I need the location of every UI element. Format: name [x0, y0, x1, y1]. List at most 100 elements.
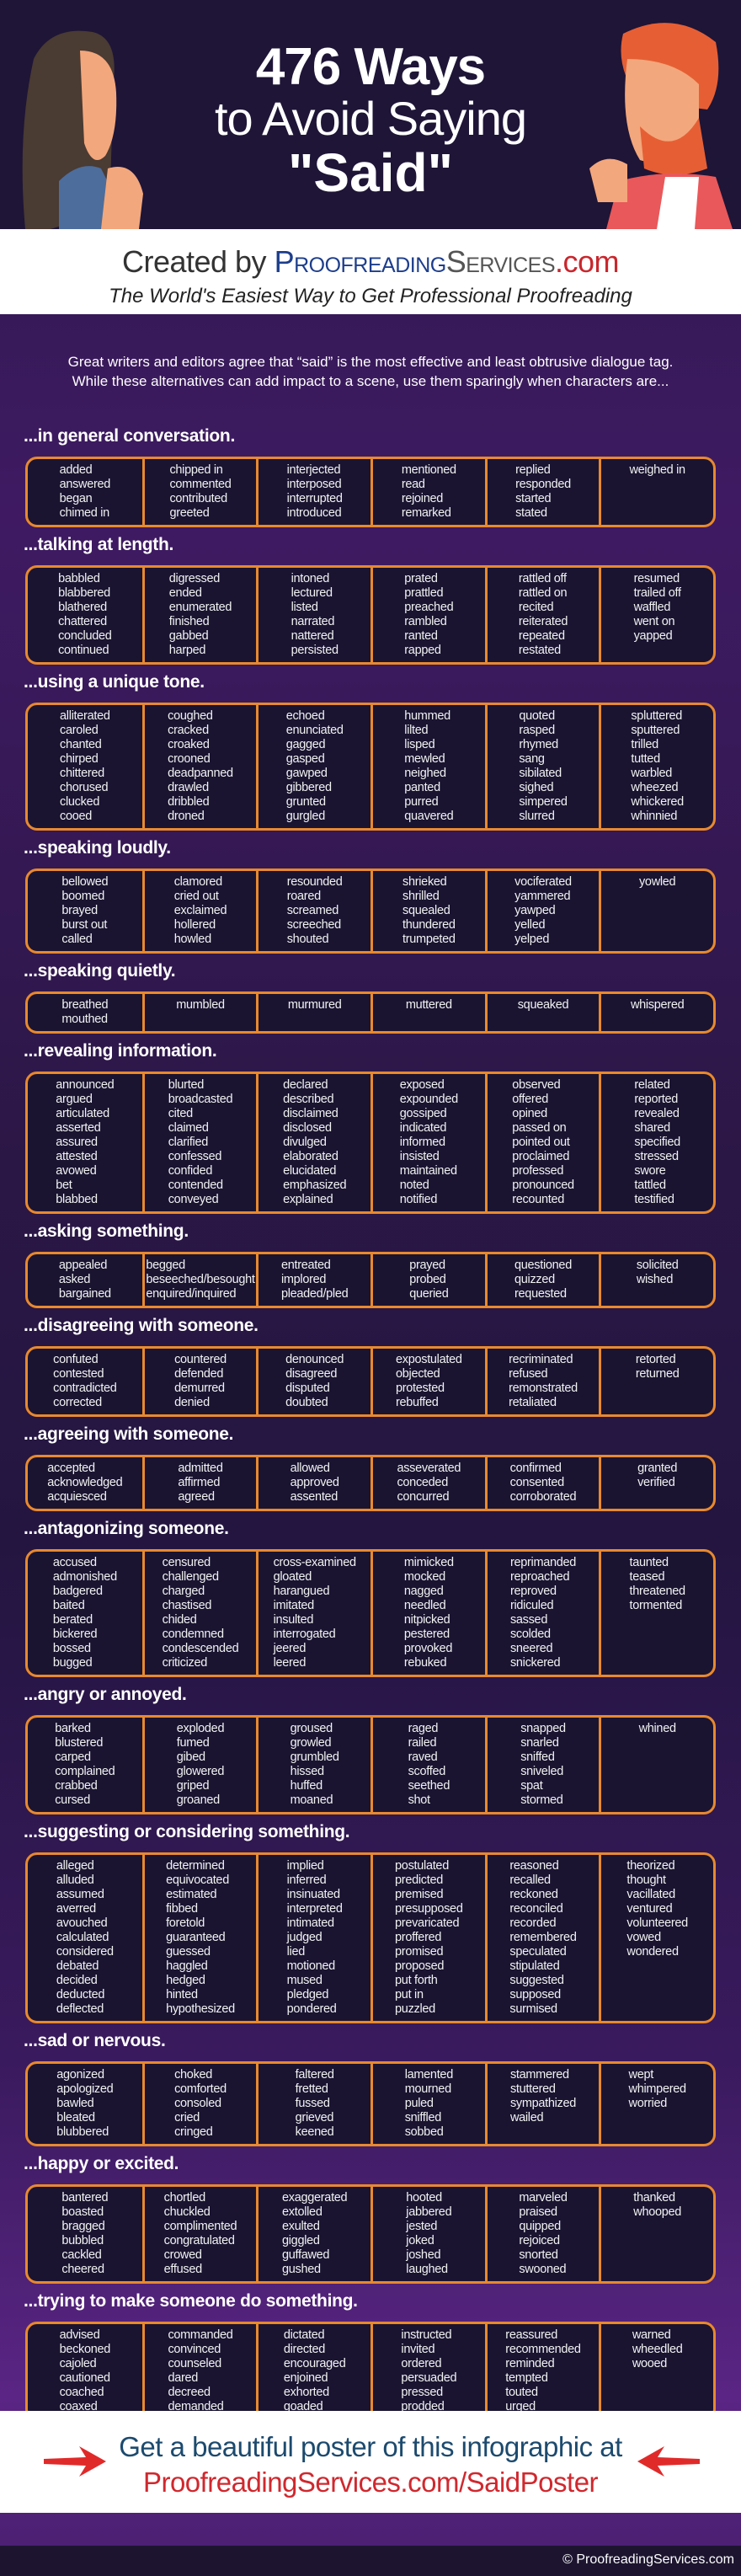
- tagline: The World's Easiest Way to Get Professio…: [109, 285, 632, 307]
- word-item: screeched: [286, 918, 342, 932]
- word-item: screamed: [286, 904, 339, 917]
- word-item: expostulated: [396, 1353, 462, 1366]
- word-item: haggled: [166, 1959, 208, 1973]
- word-item: enunciated: [285, 724, 344, 737]
- word-item: intoned: [291, 572, 330, 585]
- word-item: echoed: [285, 709, 325, 723]
- word-item: deflected: [56, 2002, 104, 2016]
- word-item: whooped: [633, 2205, 682, 2219]
- word-item: gossiped: [399, 1107, 447, 1120]
- word-list: prayed probed queried: [409, 1259, 449, 1301]
- word-column: interjected interposed interrupted introduc…: [256, 459, 370, 525]
- word-item: burst out: [61, 918, 108, 932]
- word-list: observed offered opined passed on pointed ou…: [512, 1078, 574, 1207]
- word-item: recommended: [505, 2343, 581, 2356]
- word-column: accepted acknowledged acquiesced: [28, 1457, 142, 1509]
- word-item: keened: [295, 2125, 334, 2139]
- word-item: begged: [146, 1259, 185, 1272]
- word-list: muttered: [406, 998, 452, 1027]
- word-item: ventured: [626, 1902, 673, 1916]
- word-item: decreed: [168, 2386, 211, 2399]
- word-column: breathed mouthed: [28, 994, 142, 1031]
- poster-link[interactable]: ProofreadingServices.com/SaidPoster: [142, 2466, 599, 2498]
- word-item: ridiculed: [509, 1599, 554, 1612]
- word-column: begged beseeched/besought enquired/inquire…: [141, 1254, 257, 1306]
- word-item: lilted: [404, 724, 429, 737]
- word-column: blurted broadcasted cited claimed clarified c…: [141, 1074, 257, 1211]
- word-item: accused: [52, 1556, 97, 1569]
- word-item: reminded: [505, 2357, 555, 2370]
- word-item: touted: [505, 2386, 538, 2399]
- word-item: panted: [404, 781, 440, 794]
- word-column: denounced disagreed disputed doubted: [256, 1349, 370, 1414]
- word-item: enumerated: [168, 601, 232, 614]
- word-item: volunteered: [626, 1916, 688, 1930]
- word-item: bugged: [52, 1656, 93, 1670]
- word-item: foretold: [166, 1916, 205, 1930]
- word-column: reasoned recalled reckoned reconciled record…: [484, 1855, 600, 2021]
- word-item: joshed: [406, 2248, 441, 2262]
- word-list: expostulated objected protested rebuffed: [396, 1353, 462, 1410]
- word-item: mouthed: [61, 1013, 108, 1026]
- word-item: effused: [163, 2263, 203, 2276]
- word-item: entreated: [280, 1259, 331, 1272]
- word-column: related reported revealed shared specified st…: [599, 1074, 713, 1211]
- word-item: consoled: [174, 2097, 221, 2110]
- word-item: debated: [56, 1959, 99, 1973]
- copyright: © ProofreadingServices.com: [562, 2552, 734, 2567]
- word-column: faltered fretted fussed grieved keened: [256, 2064, 370, 2144]
- word-column: hooted jabbered jested joked joshed laughed: [370, 2187, 485, 2281]
- word-item: extolled: [282, 2205, 323, 2219]
- section-heading: ...revealing information.: [24, 1041, 217, 1061]
- word-item: sibilated: [519, 767, 562, 780]
- word-item: muttered: [405, 998, 452, 1012]
- word-item: yelled: [514, 918, 546, 932]
- word-list: accepted acknowledged acquiesced: [47, 1462, 122, 1504]
- section-heading: ...talking at length.: [24, 535, 174, 554]
- word-column: chipped in commented contributed greeted: [141, 459, 257, 525]
- word-item: appealed: [58, 1259, 108, 1272]
- word-list: implied inferred insinuated interpreted inti…: [287, 1859, 343, 2017]
- word-item: disputed: [285, 1382, 330, 1395]
- arrow-right-icon: [44, 2446, 106, 2477]
- word-item: spluttered: [631, 709, 683, 723]
- word-list: advised beckoned cajoled cautioned coached co…: [60, 2328, 111, 2414]
- word-item: resumed: [633, 572, 680, 585]
- section-heading: ...disagreeing with someone.: [24, 1316, 259, 1335]
- word-item: persisted: [291, 644, 339, 657]
- word-item: vacillated: [626, 1888, 675, 1901]
- word-column: chortled chuckled complimented congratulate…: [141, 2187, 257, 2281]
- hero-banner: 476 Ways to Avoid Saying "Said": [0, 0, 741, 229]
- word-table: alleged alluded assumed averred avouched calc…: [25, 1852, 716, 2023]
- word-item: rejoiced: [519, 2234, 560, 2247]
- word-item: wheezed: [631, 781, 679, 794]
- word-item: nattered: [291, 629, 334, 643]
- word-list: solicited wished: [637, 1259, 679, 1301]
- word-item: deducted: [56, 1988, 105, 2001]
- word-column: entreated implored pleaded/pled: [256, 1254, 370, 1306]
- word-item: convinced: [168, 2343, 221, 2356]
- word-list: snapped snarled sniffed sniveled spat stormed: [520, 1722, 566, 1808]
- section-heading: ...speaking quietly.: [24, 961, 176, 981]
- word-item: interposed: [286, 478, 342, 491]
- word-item: bleated: [56, 2111, 95, 2124]
- word-column: barked blustered carped complained crabbed cu…: [28, 1718, 142, 1812]
- word-list: granted verified: [637, 1462, 677, 1504]
- word-list: allowed approved assented: [291, 1462, 339, 1504]
- word-item: jeered: [273, 1642, 307, 1655]
- word-item: chattered: [58, 615, 107, 628]
- word-item: rebuffed: [396, 1396, 439, 1409]
- word-item: urged: [505, 2400, 536, 2413]
- word-item: leered: [273, 1656, 307, 1670]
- word-item: nitpicked: [403, 1613, 450, 1627]
- word-list: shrieked shrilled squealed thundered trumpet…: [402, 875, 456, 947]
- word-item: bet: [56, 1178, 72, 1192]
- word-item: offered: [512, 1093, 548, 1106]
- word-item: stipulated: [509, 1959, 560, 1973]
- word-item: asserted: [56, 1121, 101, 1135]
- word-column: choked comforted consoled cried cringed: [141, 2064, 257, 2144]
- word-item: allowed: [290, 1462, 330, 1475]
- word-column: prated prattled preached rambled ranted rappe…: [370, 568, 485, 662]
- word-item: quavered: [404, 810, 454, 823]
- word-item: reasoned: [509, 1859, 559, 1873]
